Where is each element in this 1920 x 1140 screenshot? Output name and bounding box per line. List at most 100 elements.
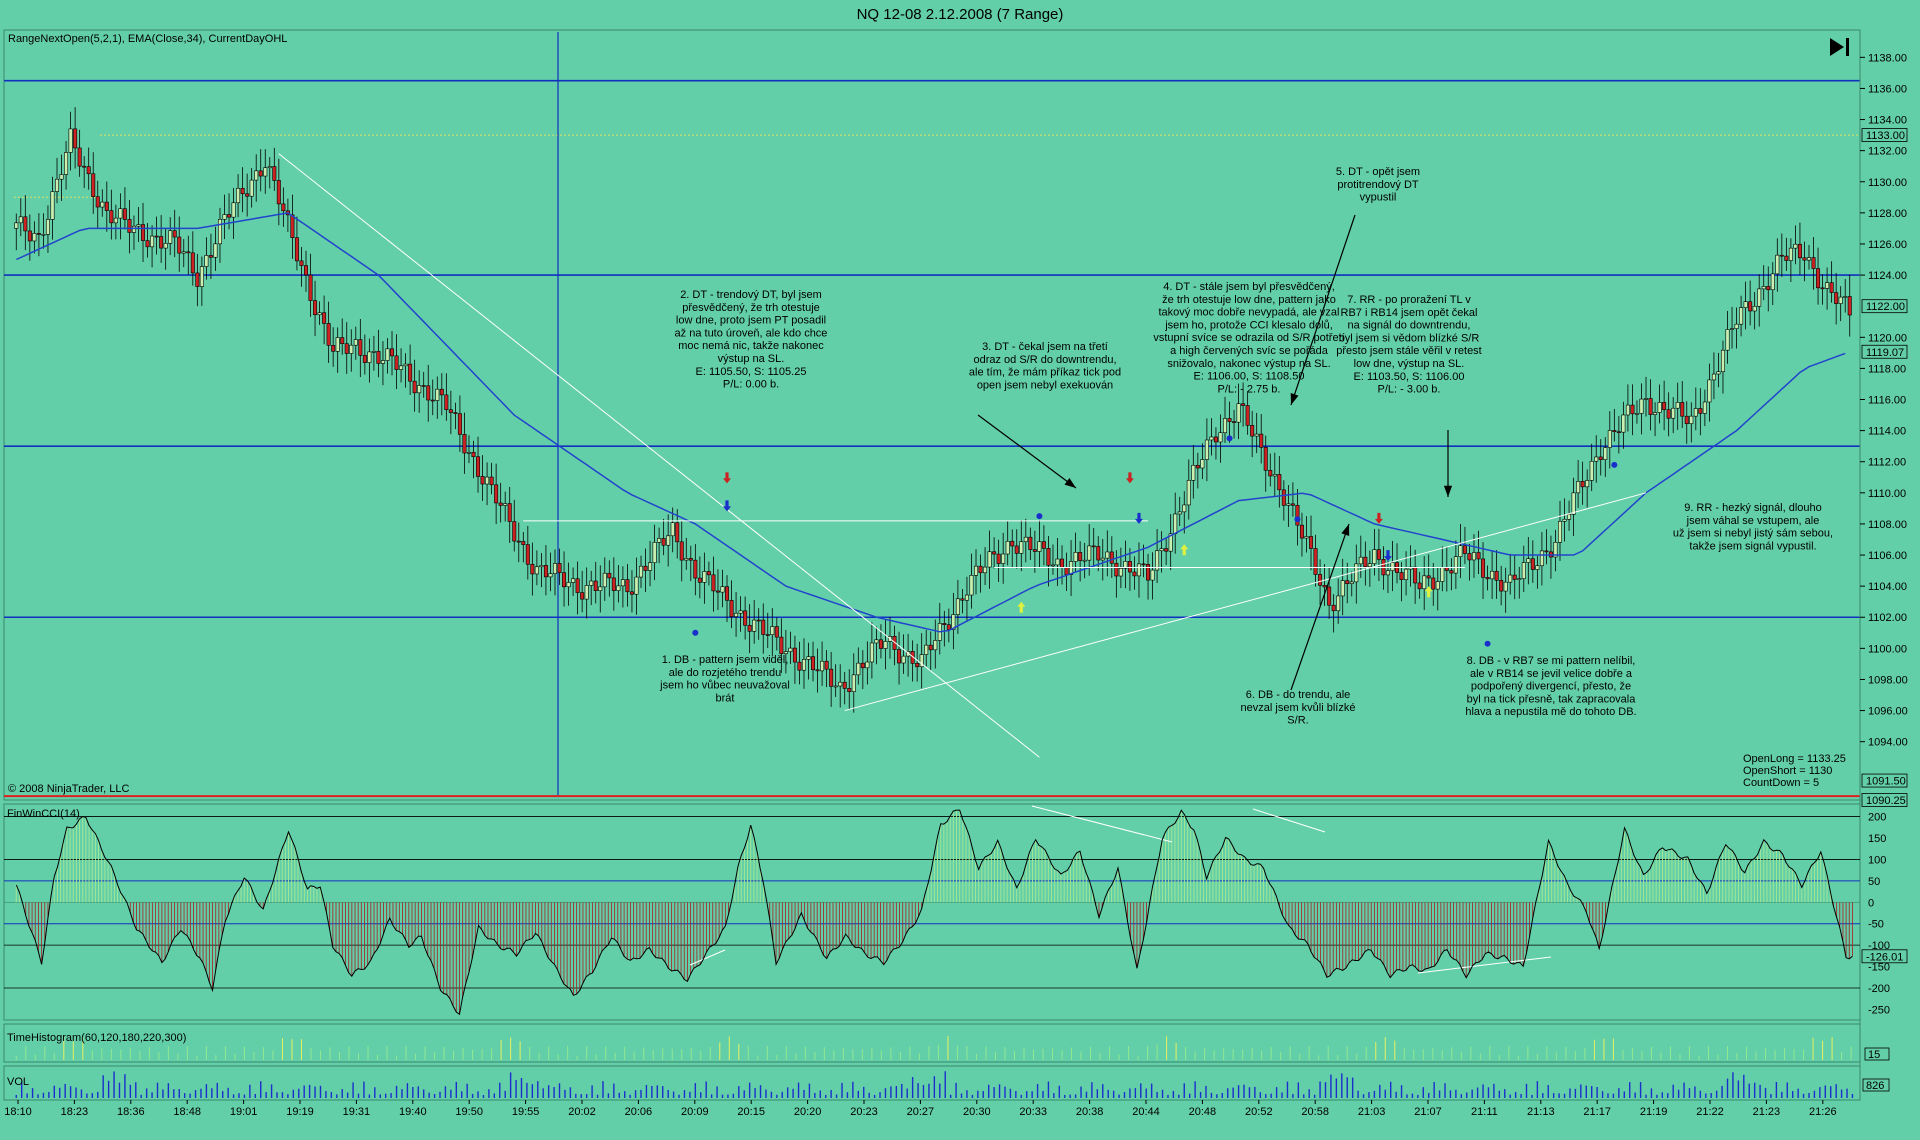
candle-up	[1390, 562, 1395, 571]
candle-up	[924, 644, 929, 655]
candle-down	[1268, 470, 1273, 477]
candle-down	[1784, 255, 1789, 261]
candle-down	[331, 345, 336, 352]
candle-up	[18, 216, 23, 224]
volume-bars	[15, 1071, 1854, 1098]
candle-down	[430, 399, 435, 402]
candle-down	[104, 201, 109, 211]
candle-down	[1318, 574, 1323, 586]
time-tick-label: 19:01	[230, 1106, 258, 1118]
candle-down	[1666, 409, 1671, 419]
candle-down	[1164, 548, 1169, 552]
cci-panel: 200 150 100 50 0 -50 -100 -150 -200 -250 -126.01 F…	[3, 803, 1908, 1021]
time-tick-label: 18:10	[4, 1106, 32, 1118]
candle-up	[1286, 503, 1291, 506]
time-tick-label: 19:55	[512, 1106, 540, 1118]
candle-up	[874, 639, 879, 644]
candle-up	[955, 598, 960, 615]
candle-down	[122, 208, 127, 220]
candle-up	[1087, 545, 1092, 561]
candle-up	[64, 152, 69, 175]
cci-tick-label: -150	[1868, 962, 1890, 974]
candle-up	[1838, 296, 1843, 304]
candle-down	[1797, 243, 1802, 259]
candle-down	[915, 663, 920, 668]
candle-down	[960, 598, 965, 601]
candle-up	[666, 535, 671, 546]
callout-arrow	[977, 414, 1077, 489]
skip-to-end-icon[interactable]	[1830, 38, 1849, 56]
candle-up	[236, 187, 241, 204]
candle-down	[729, 600, 734, 617]
volume-label: VOL	[7, 1076, 29, 1088]
stat-open-short: OpenShort = 1130	[1743, 765, 1832, 777]
candle-up	[1752, 305, 1757, 312]
candle-down	[1263, 447, 1268, 471]
price-tick-label: 1124.00	[1868, 270, 1907, 282]
candle-up	[856, 662, 861, 676]
candle-up	[1535, 565, 1540, 570]
candle-up	[1517, 578, 1522, 580]
price-tick-label: 1118.00	[1868, 363, 1906, 375]
candle-up	[1739, 307, 1744, 325]
candle-up	[1209, 436, 1214, 441]
candle-up	[50, 191, 55, 220]
drawing-tools	[278, 153, 1647, 758]
candle-down	[208, 255, 213, 258]
candle-up	[1806, 257, 1811, 261]
candle-up	[589, 580, 594, 586]
candle-down	[1096, 546, 1101, 561]
candle-up	[1168, 533, 1173, 552]
copyright-text: © 2008 NinjaTrader, LLC	[8, 783, 129, 795]
candle-up	[399, 365, 404, 370]
candle-down	[829, 668, 834, 687]
candle-down	[860, 662, 865, 669]
candle-down	[715, 590, 720, 593]
candle-down	[412, 380, 417, 394]
candle-down	[1680, 402, 1685, 417]
candle-down	[313, 300, 318, 316]
candle-down	[1413, 566, 1418, 584]
signal-dot	[1294, 516, 1301, 523]
candle-up	[41, 234, 46, 236]
candle-up	[1073, 552, 1078, 562]
candle-down	[878, 639, 883, 649]
candle-down	[1485, 577, 1490, 580]
candle-down	[675, 522, 680, 543]
candle-down	[489, 476, 494, 486]
uptrend-line	[844, 492, 1647, 712]
candle-down	[1449, 570, 1454, 574]
candle-up	[1843, 296, 1848, 298]
candle-up	[1336, 595, 1341, 612]
candle-up	[1372, 549, 1377, 564]
candle-down	[394, 355, 399, 370]
candle-up	[45, 219, 50, 235]
candle-up	[566, 582, 571, 588]
cci-tick-label: -100	[1868, 940, 1890, 952]
candle-down	[1476, 552, 1481, 560]
price-tick-label: 1096.00	[1868, 706, 1908, 718]
candle-up	[1118, 568, 1123, 577]
price-tick-label: 1128.00	[1868, 208, 1907, 220]
candle-up	[1236, 403, 1241, 423]
time-tick-label: 20:20	[794, 1106, 822, 1118]
candle-down	[661, 538, 666, 546]
candle-up	[1155, 550, 1160, 571]
candle-up	[1675, 402, 1680, 409]
entry-arrow	[1383, 550, 1392, 562]
candle-up	[634, 576, 639, 595]
signal-dot	[1036, 513, 1043, 520]
time-tick-label: 20:30	[963, 1106, 991, 1118]
candle-up	[55, 178, 60, 192]
candle-down	[743, 610, 748, 626]
candle-up	[1607, 430, 1612, 448]
candle-up	[131, 225, 136, 233]
candle-up	[150, 235, 155, 248]
candle-up	[770, 626, 775, 635]
time-tick-label: 20:33	[1019, 1106, 1047, 1118]
cci-tick-label: 150	[1868, 833, 1886, 845]
price-tick-label: 1110.00	[1868, 488, 1906, 500]
time-tick-label: 19:19	[286, 1106, 314, 1118]
candle-up	[534, 566, 539, 575]
candle-down	[1816, 268, 1821, 289]
